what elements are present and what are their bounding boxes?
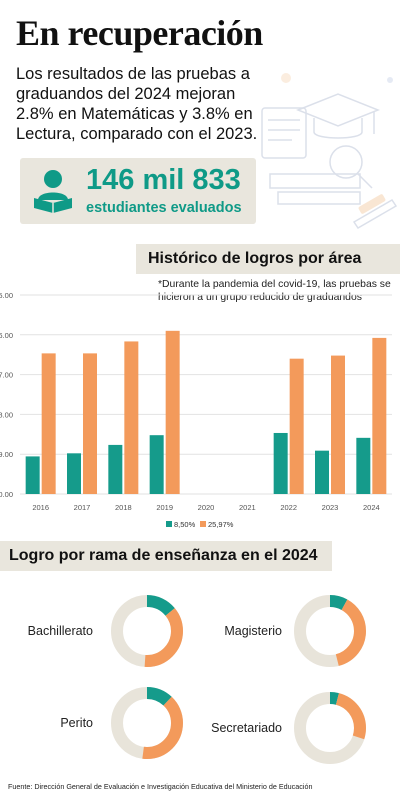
x-tick-label: 2017 bbox=[74, 503, 91, 512]
y-tick-label: 18.00 bbox=[0, 410, 13, 419]
legend-swatch bbox=[200, 521, 206, 527]
bar-teal-2024 bbox=[356, 437, 371, 494]
branch-section-header: Logro por rama de enseñanza en el 2024 bbox=[0, 541, 332, 571]
donut-label: Secretariado bbox=[211, 721, 282, 735]
donut-bachillerato: Bachillerato bbox=[28, 595, 183, 667]
donut-teal-segment bbox=[294, 692, 366, 764]
x-tick-label: 2024 bbox=[363, 503, 380, 512]
donut-label: Perito bbox=[60, 716, 93, 730]
history-section-title: Histórico de logros por área bbox=[148, 250, 362, 267]
bar-orange-2016 bbox=[41, 353, 56, 494]
branch-section-title: Logro por rama de enseñanza en el 2024 bbox=[9, 547, 318, 564]
donut-teal-segment bbox=[111, 687, 183, 759]
donut-label: Bachillerato bbox=[28, 624, 93, 638]
x-tick-label: 2020 bbox=[198, 503, 215, 512]
student-reading-icon bbox=[34, 170, 72, 213]
donut-magisterio: Magisterio bbox=[224, 595, 366, 667]
bar-teal-2022 bbox=[273, 432, 288, 494]
pandemic-note: *Durante la pandemia del covid-19, las p… bbox=[158, 279, 391, 303]
donut-secretariado: Secretariado bbox=[211, 692, 366, 764]
donut-orange-segment bbox=[294, 595, 366, 667]
bar-teal-2018 bbox=[108, 444, 123, 494]
bar-orange-2023 bbox=[331, 355, 345, 494]
page-title: En recuperación bbox=[16, 13, 263, 53]
history-bar-chart: 0.00 9.00 18.00 27.00 36.00 45.00 2016 2017 2018… bbox=[0, 291, 392, 529]
history-section-header: Histórico de logros por área bbox=[136, 244, 400, 274]
bar-orange-2022 bbox=[289, 358, 304, 494]
y-tick-label: 45.00 bbox=[0, 291, 13, 300]
education-illustration bbox=[261, 73, 398, 230]
bar-orange-2019 bbox=[165, 330, 180, 494]
y-tick-label: 0.00 bbox=[0, 490, 13, 499]
y-tick-label: 9.00 bbox=[0, 450, 13, 459]
source-note: Fuente: Dirección General de Evaluación … bbox=[8, 782, 313, 791]
students-label: estudiantes evaluados bbox=[86, 200, 242, 216]
bar-teal-2019 bbox=[149, 435, 164, 494]
page-subtitle: Los resultados de las pruebas a graduand… bbox=[16, 65, 258, 143]
x-tick-label: 2016 bbox=[32, 503, 49, 512]
donut-teal-segment bbox=[111, 595, 183, 667]
legend-label: 25,97% bbox=[208, 520, 234, 529]
donut-orange-segment bbox=[294, 692, 366, 764]
x-tick-label: 2022 bbox=[280, 503, 297, 512]
x-tick-label: 2021 bbox=[239, 503, 256, 512]
x-tick-label: 2019 bbox=[156, 503, 173, 512]
legend-swatch bbox=[166, 521, 172, 527]
legend-label: 8,50% bbox=[174, 520, 196, 529]
bar-orange-2018 bbox=[124, 341, 139, 494]
y-tick-label: 36.00 bbox=[0, 331, 13, 340]
students-stat-box: 146 mil 833 estudiantes evaluados bbox=[20, 158, 256, 224]
donut-orange-segment bbox=[111, 595, 183, 667]
bar-teal-2016 bbox=[25, 456, 40, 494]
donut-label: Magisterio bbox=[224, 624, 282, 638]
bar-teal-2017 bbox=[67, 453, 81, 494]
bar-orange-2017 bbox=[83, 353, 97, 494]
students-count: 146 mil 833 bbox=[86, 164, 241, 196]
bar-orange-2024 bbox=[372, 337, 387, 494]
donut-teal-segment bbox=[294, 595, 366, 667]
bar-teal-2023 bbox=[315, 450, 329, 494]
donut-perito: Perito bbox=[60, 687, 183, 759]
donut-orange-segment bbox=[111, 687, 183, 759]
x-tick-label: 2018 bbox=[115, 503, 132, 512]
x-tick-label: 2023 bbox=[322, 503, 339, 512]
y-tick-label: 27.00 bbox=[0, 371, 13, 380]
branch-donut-charts: Bachillerato Magisterio Perito Secretariado bbox=[28, 595, 366, 764]
